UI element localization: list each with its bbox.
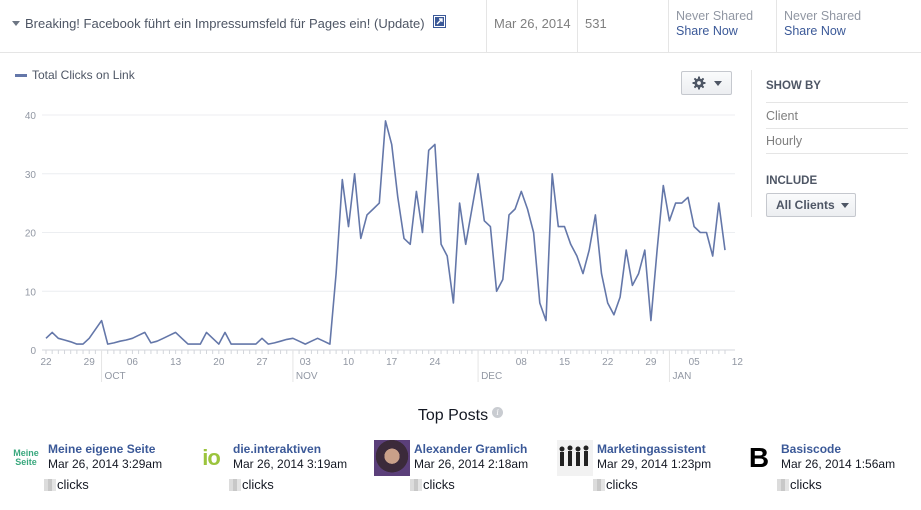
top-posts-title: Top Posts xyxy=(417,407,489,424)
page-thumbnail[interactable]: io xyxy=(193,440,229,476)
clicks-label: clicks xyxy=(242,477,274,492)
x-tick-label: 27 xyxy=(256,357,268,368)
chart-legend: Total Clicks on Link xyxy=(15,68,135,82)
share-column-2: Never Shared Share Now xyxy=(776,0,884,53)
profile-photo[interactable] xyxy=(374,440,410,476)
group-photo-image xyxy=(557,440,593,476)
x-tick-label: 29 xyxy=(645,357,657,368)
include-heading: INCLUDE xyxy=(766,175,818,187)
x-tick-label: 05 xyxy=(689,357,701,368)
show-by-option-client[interactable]: Client xyxy=(766,109,798,123)
post-count: 531 xyxy=(577,0,668,53)
clicks-label: clicks xyxy=(57,477,89,492)
share-now-link[interactable]: Share Now xyxy=(784,24,846,38)
page-name[interactable]: Basiscode xyxy=(781,442,842,456)
post-timestamp: Mar 26, 2014 1:56am xyxy=(781,457,896,471)
clicks-count: clicks xyxy=(777,477,822,492)
x-tick-label: 22 xyxy=(40,357,52,368)
post-timestamp: Mar 26, 2014 3:19am xyxy=(233,457,348,471)
series-line-total-clicks xyxy=(45,120,726,345)
divider xyxy=(766,128,908,129)
month-label: NOV xyxy=(296,371,318,382)
clicks-count: clicks xyxy=(593,477,638,492)
page-thumbnail-logo: io xyxy=(202,445,221,470)
post-title[interactable]: Breaking! Facebook führt ein Impressumsf… xyxy=(25,16,425,31)
post-timestamp: Mar 26, 2014 3:29am xyxy=(48,457,163,471)
page-thumbnail[interactable] xyxy=(557,440,593,476)
share-status: Never Shared xyxy=(676,9,754,23)
x-tick-label: 13 xyxy=(170,357,182,368)
top-post-item[interactable]: Marketingassistent Mar 29, 2014 1:23pm c… xyxy=(557,440,737,496)
clicks-count: clicks xyxy=(44,477,89,492)
chevron-down-icon[interactable] xyxy=(12,21,20,26)
page-thumbnail-logo: Meine Seite xyxy=(13,448,39,467)
month-label: JAN xyxy=(672,371,691,382)
x-tick-label: 29 xyxy=(84,357,96,368)
y-tick-label: 20 xyxy=(25,229,37,240)
x-tick-label: 10 xyxy=(343,357,355,368)
clicks-label: clicks xyxy=(606,477,638,492)
include-select[interactable]: All Clients xyxy=(766,193,856,217)
external-link-icon[interactable] xyxy=(432,15,446,28)
x-tick-label: 17 xyxy=(386,357,398,368)
info-icon[interactable]: i xyxy=(492,407,504,418)
page-name[interactable]: Alexander Gramlich xyxy=(414,442,528,456)
side-panel: SHOW BY Client Hourly INCLUDE All Client… xyxy=(751,70,921,217)
page-thumbnail-logo: B xyxy=(748,442,770,473)
post-timestamp: Mar 26, 2014 2:18am xyxy=(414,457,529,471)
clicks-count: clicks xyxy=(229,477,274,492)
show-by-option-hourly[interactable]: Hourly xyxy=(766,134,803,148)
y-tick-label: 0 xyxy=(30,346,36,357)
y-tick-label: 40 xyxy=(25,111,37,122)
top-post-item[interactable]: Meine Seite Meine eigene Seite Mar 26, 2… xyxy=(8,440,188,496)
x-tick-label: 03 xyxy=(300,357,312,368)
page-name[interactable]: die.interaktiven xyxy=(233,442,322,456)
y-tick-label: 10 xyxy=(25,287,37,298)
x-tick-label: 12 xyxy=(732,357,744,368)
top-post-item[interactable]: B Basiscode Mar 26, 2014 1:56am clicks xyxy=(741,440,916,496)
clicks-label: clicks xyxy=(423,477,455,492)
divider xyxy=(766,102,908,103)
x-tick-label: 15 xyxy=(559,357,571,368)
hidden-value xyxy=(777,478,789,491)
month-label: DEC xyxy=(481,371,502,382)
hidden-value xyxy=(229,478,241,491)
x-tick-label: 24 xyxy=(429,357,441,368)
post-timestamp: Mar 29, 2014 1:23pm xyxy=(597,457,712,471)
top-post-item[interactable]: Alexander Gramlich Mar 26, 2014 2:18am c… xyxy=(374,440,554,496)
hidden-value xyxy=(410,478,422,491)
page-name[interactable]: Marketingassistent xyxy=(597,442,706,456)
include-select-value: All Clients xyxy=(776,198,835,212)
page-thumbnail[interactable]: B xyxy=(741,440,777,476)
page-name[interactable]: Meine eigene Seite xyxy=(48,442,156,456)
share-now-link[interactable]: Share Now xyxy=(676,24,738,38)
hidden-value xyxy=(593,478,605,491)
gear-icon xyxy=(692,76,705,90)
page-thumbnail[interactable]: Meine Seite xyxy=(8,440,44,476)
show-by-heading: SHOW BY xyxy=(766,80,821,92)
chevron-down-icon xyxy=(713,80,722,86)
chevron-down-icon xyxy=(840,202,849,208)
divider xyxy=(766,153,908,154)
clicks-label: clicks xyxy=(790,477,822,492)
x-tick-label: 06 xyxy=(127,357,139,368)
clicks-line-chart: 0 10 20 30 40 22 29 06 13 20 27 03 10 17 24 08 15 22 29 05… xyxy=(25,111,744,382)
post-date: Mar 26, 2014 xyxy=(486,0,577,53)
x-tick-label: 08 xyxy=(516,357,528,368)
x-tick-label: 22 xyxy=(602,357,614,368)
post-row: Breaking! Facebook führt ein Impressumsf… xyxy=(0,0,921,53)
legend-label: Total Clicks on Link xyxy=(32,68,135,82)
share-column-1: Never Shared Share Now xyxy=(668,0,776,53)
settings-dropdown-button[interactable] xyxy=(681,71,732,95)
legend-swatch xyxy=(15,73,27,77)
clicks-count: clicks xyxy=(410,477,455,492)
top-post-item[interactable]: io die.interaktiven Mar 26, 2014 3:19am … xyxy=(193,440,368,496)
hidden-value xyxy=(44,478,56,491)
share-status: Never Shared xyxy=(784,9,862,23)
top-posts-heading: Top Posts i xyxy=(0,407,921,425)
month-label: OCT xyxy=(105,371,126,382)
post-title-cell[interactable]: Breaking! Facebook führt ein Impressumsf… xyxy=(0,0,486,53)
x-tick-label: 20 xyxy=(213,357,225,368)
y-tick-label: 30 xyxy=(25,170,37,181)
